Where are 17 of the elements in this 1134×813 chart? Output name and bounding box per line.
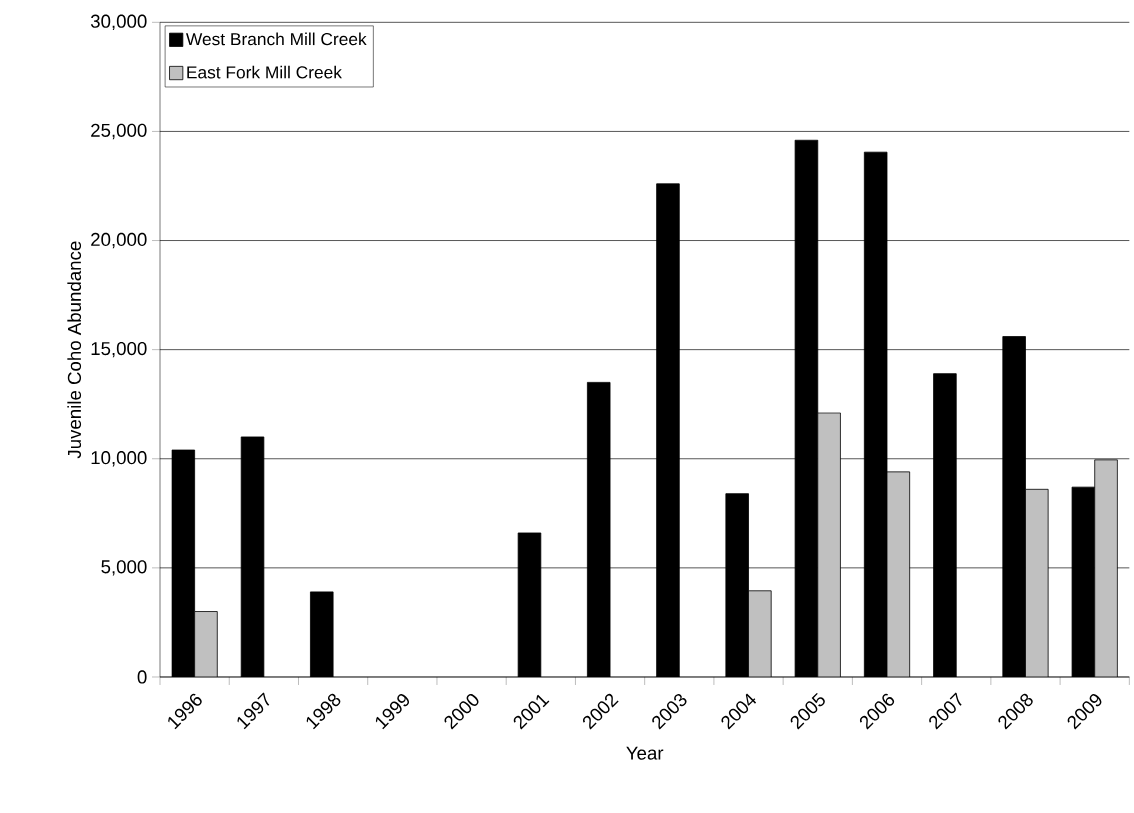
legend-label: East Fork Mill Creek bbox=[187, 65, 342, 79]
x-axis-title: Year bbox=[626, 746, 664, 760]
y-tick-label: 20,000 bbox=[91, 232, 147, 249]
y-tick-label: 30,000 bbox=[90, 14, 147, 31]
y-tick-label: 15,000 bbox=[91, 341, 147, 358]
y-axis-title: Juvenile Coho Abundance bbox=[67, 241, 82, 459]
y-tick-label: 10,000 bbox=[91, 451, 147, 467]
bar bbox=[748, 590, 772, 677]
bar bbox=[1094, 459, 1118, 677]
bar bbox=[194, 611, 218, 677]
y-tick-label: 0 bbox=[137, 670, 147, 684]
y-tick-label: 25,000 bbox=[91, 123, 147, 140]
legend-label: West Branch Mill Creek bbox=[186, 32, 367, 46]
y-tick-label: 5,000 bbox=[101, 560, 147, 576]
bar bbox=[1025, 488, 1049, 677]
bar bbox=[817, 412, 841, 677]
bar bbox=[886, 471, 911, 677]
